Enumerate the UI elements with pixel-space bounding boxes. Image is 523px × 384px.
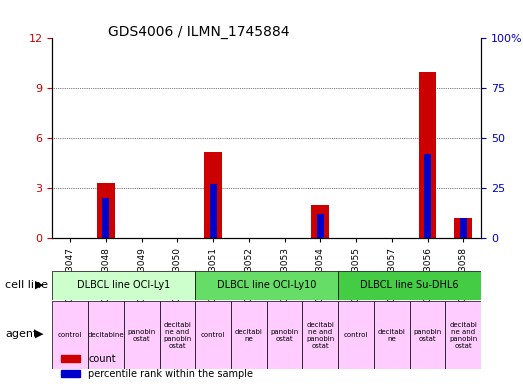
Text: decitabi
ne: decitabi ne xyxy=(235,329,263,341)
Text: panobin
ostat: panobin ostat xyxy=(413,329,442,341)
Bar xyxy=(210,184,217,238)
Text: ▶: ▶ xyxy=(35,280,43,290)
Text: DLBCL line OCI-Ly1: DLBCL line OCI-Ly1 xyxy=(77,280,170,290)
Text: decitabi
ne and
panobin
ostat: decitabi ne and panobin ostat xyxy=(306,321,335,349)
Text: DLBCL line Su-DHL6: DLBCL line Su-DHL6 xyxy=(360,280,459,290)
Bar xyxy=(418,72,437,238)
Text: control: control xyxy=(58,332,82,338)
FancyBboxPatch shape xyxy=(124,301,160,369)
Text: cell line: cell line xyxy=(5,280,48,290)
FancyBboxPatch shape xyxy=(374,301,410,369)
FancyBboxPatch shape xyxy=(267,301,302,369)
FancyBboxPatch shape xyxy=(446,301,481,369)
Bar xyxy=(460,218,467,238)
Text: DLBCL line OCI-Ly10: DLBCL line OCI-Ly10 xyxy=(217,280,316,290)
Bar xyxy=(317,214,324,238)
FancyBboxPatch shape xyxy=(160,301,195,369)
Text: GDS4006 / ILMN_1745884: GDS4006 / ILMN_1745884 xyxy=(108,25,290,39)
Bar xyxy=(103,198,109,238)
Text: control: control xyxy=(344,332,368,338)
FancyBboxPatch shape xyxy=(52,301,88,369)
FancyBboxPatch shape xyxy=(52,271,195,300)
Text: decitabine: decitabine xyxy=(87,332,124,338)
Text: decitabi
ne: decitabi ne xyxy=(378,329,406,341)
FancyBboxPatch shape xyxy=(195,271,338,300)
Legend: count, percentile rank within the sample: count, percentile rank within the sample xyxy=(57,350,257,383)
Text: panobin
ostat: panobin ostat xyxy=(270,329,299,341)
FancyBboxPatch shape xyxy=(338,271,481,300)
FancyBboxPatch shape xyxy=(302,301,338,369)
Text: panobin
ostat: panobin ostat xyxy=(128,329,156,341)
Bar xyxy=(311,205,329,238)
Text: agent: agent xyxy=(5,329,38,339)
Text: control: control xyxy=(201,332,225,338)
Bar xyxy=(424,154,431,238)
FancyBboxPatch shape xyxy=(231,301,267,369)
Text: decitabi
ne and
panobin
ostat: decitabi ne and panobin ostat xyxy=(449,321,477,349)
Text: ▶: ▶ xyxy=(35,329,43,339)
Bar xyxy=(97,183,115,238)
Bar xyxy=(204,152,222,238)
FancyBboxPatch shape xyxy=(88,301,124,369)
FancyBboxPatch shape xyxy=(195,301,231,369)
FancyBboxPatch shape xyxy=(338,301,374,369)
FancyBboxPatch shape xyxy=(410,301,446,369)
Text: decitabi
ne and
panobin
ostat: decitabi ne and panobin ostat xyxy=(163,321,191,349)
Bar xyxy=(454,218,472,238)
